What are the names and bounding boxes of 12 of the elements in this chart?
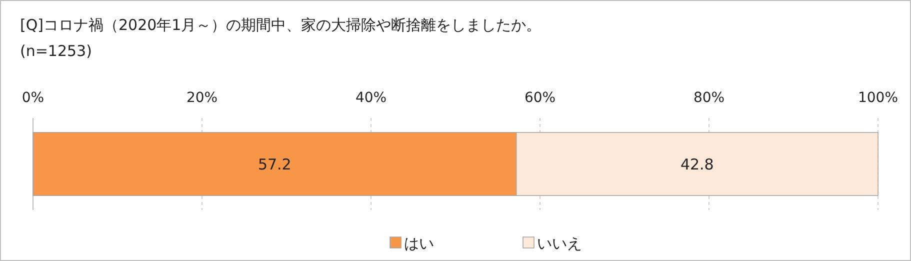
chart-subtitle: (n=1253)	[20, 42, 92, 60]
legend-label: いいえ	[537, 234, 582, 252]
chart-title: [Q]コロナ禍（2020年1月～）の期間中、家の大掃除や断捨離をしましたか。	[20, 16, 542, 34]
x-tick-label: 20%	[186, 90, 218, 106]
x-tick-label: 60%	[524, 90, 556, 106]
x-tick-label: 100%	[858, 90, 898, 106]
data-label: 42.8	[680, 155, 714, 174]
data-label: 57.2	[258, 155, 292, 174]
x-tick-label: 40%	[355, 90, 387, 106]
x-tick-label: 80%	[693, 90, 725, 106]
legend-label: はい	[404, 234, 434, 252]
x-tick-label: 0%	[22, 90, 44, 106]
